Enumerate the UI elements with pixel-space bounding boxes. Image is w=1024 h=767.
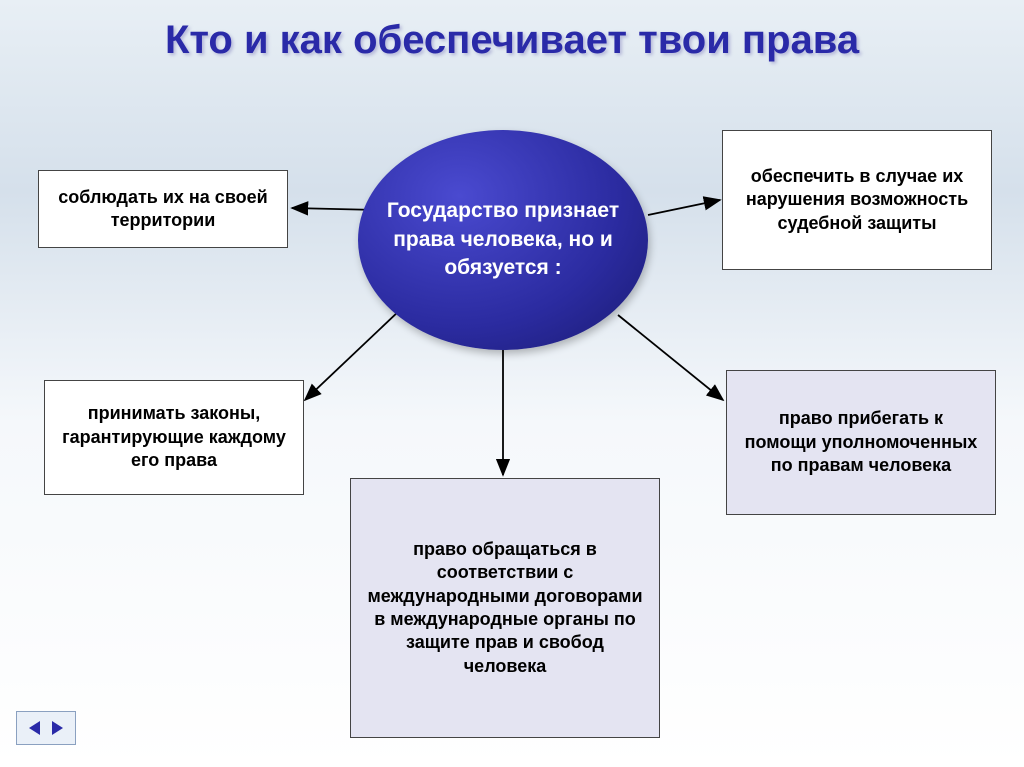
leaf-box-ombudsman: право прибегать к помощи уполномоченных … — [726, 370, 996, 515]
leaf-box-observe: соблюдать их на своей территории — [38, 170, 288, 248]
leaf-box-international: право обращаться в соответствии с междун… — [350, 478, 660, 738]
nav-prev-next[interactable] — [16, 711, 76, 745]
leaf-box-judicial: обеспечить в случае их нарушения возможн… — [722, 130, 992, 270]
box-text: соблюдать их на своей территории — [53, 186, 273, 233]
box-text: право обращаться в соответствии с междун… — [365, 538, 645, 678]
triangle-right-icon — [52, 721, 63, 735]
box-text: принимать законы, гарантирующие каждому … — [59, 402, 289, 472]
box-text: обеспечить в случае их нарушения возможн… — [737, 165, 977, 235]
triangle-left-icon — [29, 721, 40, 735]
box-text: право прибегать к помощи уполномоченных … — [741, 407, 981, 477]
center-node: Государство признает права человека, но … — [358, 130, 648, 350]
leaf-box-laws: принимать законы, гарантирующие каждому … — [44, 380, 304, 495]
page-title: Кто и как обеспечивает твои права — [165, 18, 859, 63]
center-text: Государство признает права человека, но … — [378, 197, 628, 282]
